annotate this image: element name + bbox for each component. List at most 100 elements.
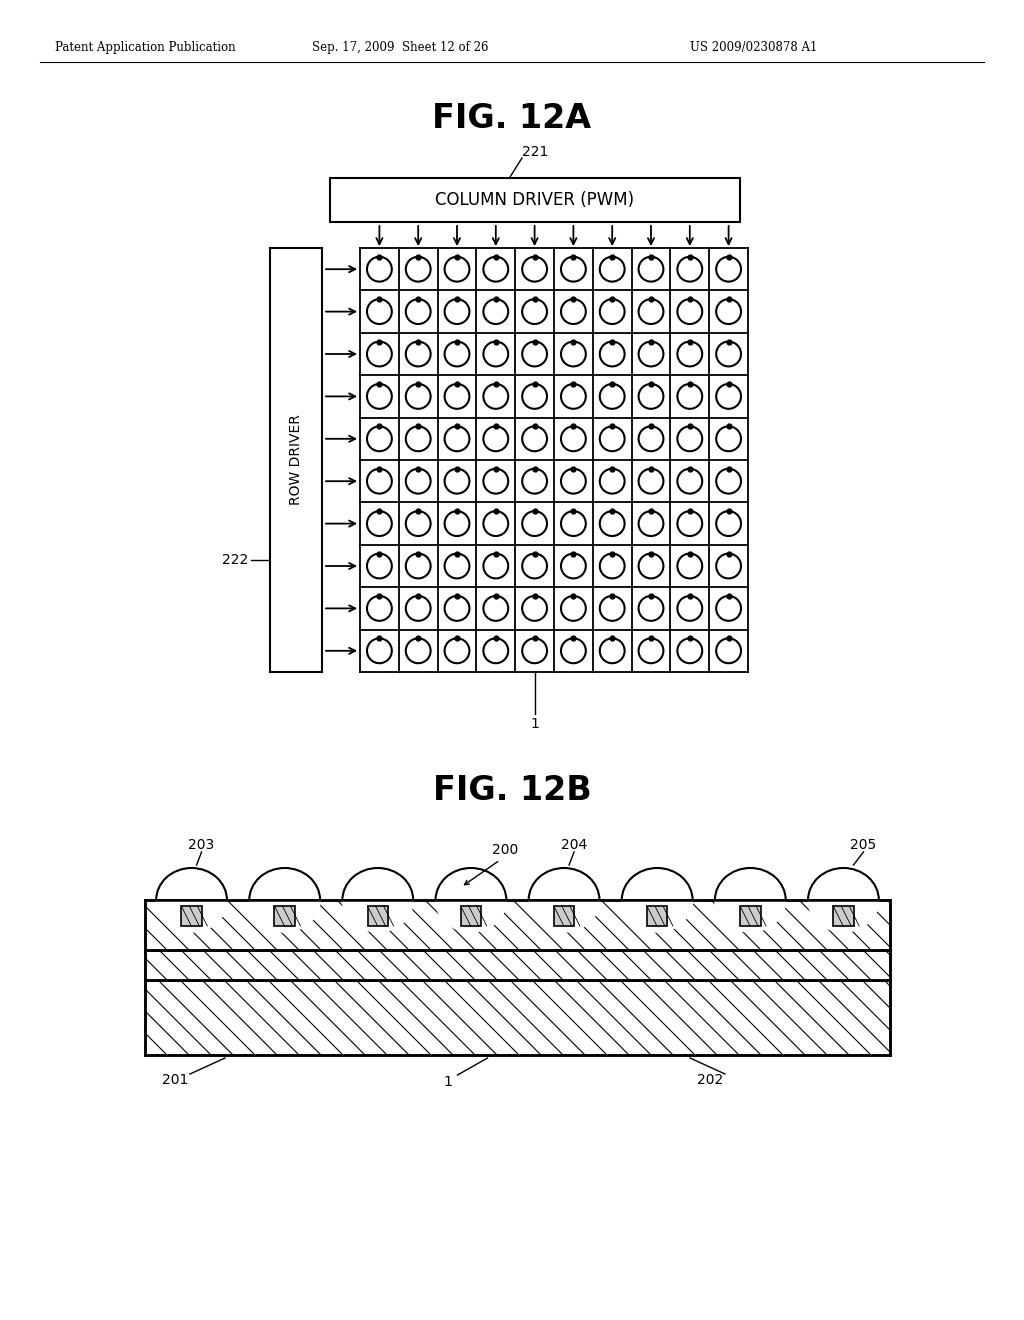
Circle shape <box>483 511 508 536</box>
Circle shape <box>716 597 741 620</box>
Circle shape <box>561 469 586 494</box>
Circle shape <box>444 257 469 281</box>
Bar <box>461 906 481 927</box>
Circle shape <box>483 597 508 620</box>
Circle shape <box>483 553 508 578</box>
Circle shape <box>678 300 702 323</box>
Circle shape <box>483 384 508 409</box>
Circle shape <box>444 553 469 578</box>
Circle shape <box>406 342 431 367</box>
Circle shape <box>522 511 547 536</box>
Circle shape <box>367 553 392 578</box>
Circle shape <box>367 597 392 620</box>
Circle shape <box>639 511 664 536</box>
Circle shape <box>639 553 664 578</box>
Circle shape <box>444 300 469 323</box>
Polygon shape <box>808 900 879 932</box>
Circle shape <box>406 597 431 620</box>
Circle shape <box>561 342 586 367</box>
Circle shape <box>600 257 625 281</box>
Text: 200: 200 <box>492 843 518 857</box>
Circle shape <box>561 300 586 323</box>
Circle shape <box>561 639 586 663</box>
Bar <box>330 178 740 222</box>
Circle shape <box>716 384 741 409</box>
Text: ROW DRIVER: ROW DRIVER <box>289 414 303 506</box>
Circle shape <box>367 300 392 323</box>
Circle shape <box>561 426 586 451</box>
Circle shape <box>600 511 625 536</box>
Circle shape <box>483 342 508 367</box>
Circle shape <box>444 511 469 536</box>
Circle shape <box>561 553 586 578</box>
Circle shape <box>716 342 741 367</box>
Circle shape <box>600 597 625 620</box>
Text: 203: 203 <box>188 838 215 851</box>
Circle shape <box>406 384 431 409</box>
Text: 202: 202 <box>697 1073 723 1086</box>
Bar <box>270 248 322 672</box>
Circle shape <box>678 639 702 663</box>
Circle shape <box>678 426 702 451</box>
Circle shape <box>561 597 586 620</box>
Circle shape <box>444 342 469 367</box>
Polygon shape <box>528 900 599 932</box>
Circle shape <box>716 257 741 281</box>
Circle shape <box>444 384 469 409</box>
Circle shape <box>561 384 586 409</box>
Circle shape <box>561 257 586 281</box>
Circle shape <box>600 469 625 494</box>
Circle shape <box>522 597 547 620</box>
Polygon shape <box>622 900 692 932</box>
Bar <box>834 906 854 927</box>
Circle shape <box>522 639 547 663</box>
Polygon shape <box>342 900 414 932</box>
Circle shape <box>716 469 741 494</box>
Circle shape <box>367 426 392 451</box>
Text: Sep. 17, 2009  Sheet 12 of 26: Sep. 17, 2009 Sheet 12 of 26 <box>311 41 488 54</box>
Circle shape <box>600 426 625 451</box>
Circle shape <box>600 342 625 367</box>
Text: 204: 204 <box>561 838 587 851</box>
Circle shape <box>561 511 586 536</box>
Circle shape <box>522 553 547 578</box>
Circle shape <box>406 553 431 578</box>
Circle shape <box>444 639 469 663</box>
Circle shape <box>406 639 431 663</box>
Circle shape <box>367 342 392 367</box>
Circle shape <box>367 257 392 281</box>
Bar <box>740 906 761 927</box>
Polygon shape <box>249 900 321 932</box>
Circle shape <box>483 257 508 281</box>
Text: 205: 205 <box>850 838 877 851</box>
Circle shape <box>716 300 741 323</box>
Circle shape <box>678 553 702 578</box>
Circle shape <box>483 469 508 494</box>
Text: COLUMN DRIVER (PWM): COLUMN DRIVER (PWM) <box>435 191 635 209</box>
Circle shape <box>406 469 431 494</box>
Bar <box>145 900 890 950</box>
Bar <box>181 906 202 927</box>
Circle shape <box>406 300 431 323</box>
Bar <box>145 950 890 979</box>
Bar <box>368 906 388 927</box>
Text: 201: 201 <box>162 1073 188 1086</box>
Circle shape <box>406 511 431 536</box>
Text: 221: 221 <box>522 145 548 158</box>
Circle shape <box>716 511 741 536</box>
Circle shape <box>483 639 508 663</box>
Circle shape <box>367 469 392 494</box>
Circle shape <box>639 469 664 494</box>
Polygon shape <box>715 900 785 932</box>
Text: FIG. 12B: FIG. 12B <box>432 774 592 807</box>
Circle shape <box>483 300 508 323</box>
Bar <box>145 979 890 1055</box>
Circle shape <box>678 511 702 536</box>
Text: 1: 1 <box>530 717 540 731</box>
Bar <box>647 906 668 927</box>
Circle shape <box>678 342 702 367</box>
Circle shape <box>522 257 547 281</box>
Circle shape <box>444 597 469 620</box>
Circle shape <box>600 553 625 578</box>
Circle shape <box>716 639 741 663</box>
